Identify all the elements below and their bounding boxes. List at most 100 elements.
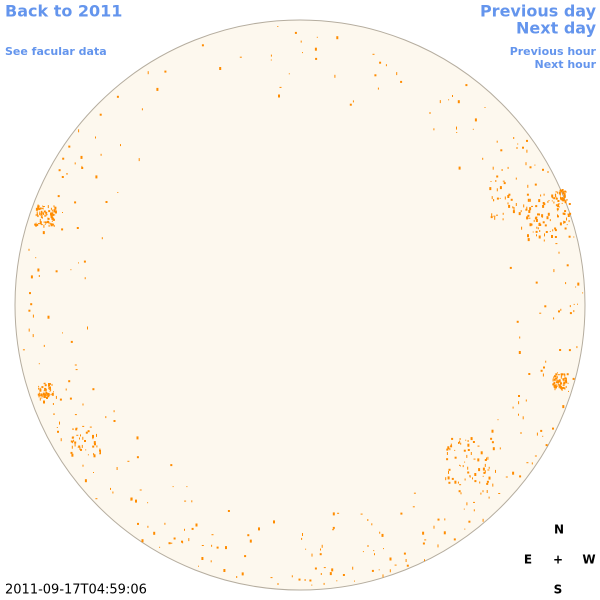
facula — [555, 385, 557, 389]
next-day-link[interactable]: Next day — [516, 19, 597, 38]
facula — [522, 146, 524, 149]
facula — [565, 200, 567, 204]
facula — [311, 584, 313, 586]
facula — [48, 224, 50, 227]
facula — [32, 334, 34, 338]
facula — [320, 573, 322, 575]
facula — [39, 218, 41, 222]
facula — [270, 54, 272, 57]
facula — [558, 310, 560, 313]
facula — [502, 180, 505, 182]
facula — [460, 442, 462, 445]
facula — [535, 219, 538, 222]
facula — [466, 454, 468, 458]
facula — [70, 340, 73, 343]
facula — [486, 480, 489, 483]
facula — [451, 477, 454, 480]
previous-hour-link[interactable]: Previous hour — [510, 45, 597, 58]
facular-link[interactable]: See facular data — [5, 45, 107, 58]
facula — [557, 383, 559, 386]
facula — [503, 182, 506, 185]
facula — [469, 475, 471, 477]
facula — [454, 456, 457, 459]
facula — [542, 202, 545, 204]
facula — [545, 360, 547, 363]
facula — [84, 440, 86, 442]
facula — [565, 381, 568, 384]
facula — [552, 229, 554, 232]
facula — [495, 469, 496, 473]
facula — [478, 468, 481, 472]
facula — [44, 393, 47, 396]
facula — [40, 393, 43, 396]
facula — [542, 168, 544, 171]
facula — [437, 518, 440, 521]
facula — [555, 384, 557, 386]
facula — [51, 216, 54, 220]
facula — [413, 492, 416, 494]
facula — [41, 216, 43, 219]
facula — [39, 388, 42, 392]
facula — [60, 438, 62, 442]
facula — [528, 210, 531, 213]
facula — [45, 211, 48, 214]
facula — [493, 215, 496, 217]
facula — [567, 214, 570, 217]
next-hour-link[interactable]: Next hour — [535, 58, 597, 71]
facula — [66, 173, 68, 175]
facula — [538, 199, 541, 203]
facula — [54, 206, 57, 210]
facula — [332, 529, 335, 531]
facula — [525, 209, 527, 210]
facula — [94, 443, 96, 446]
facula — [244, 555, 247, 558]
facula — [558, 384, 561, 387]
facula — [305, 548, 307, 550]
facula — [462, 465, 464, 468]
facula — [80, 434, 81, 437]
facula — [43, 395, 46, 398]
facula — [211, 534, 214, 536]
facula — [201, 557, 204, 560]
facula — [300, 40, 302, 43]
facula — [474, 118, 477, 122]
facula — [43, 213, 45, 215]
facula — [561, 373, 564, 376]
facula — [496, 140, 498, 143]
facula — [270, 577, 273, 579]
facula — [44, 221, 47, 224]
facula — [560, 387, 562, 390]
facula — [512, 210, 515, 214]
facula — [95, 498, 98, 500]
facula — [543, 239, 545, 242]
facula — [39, 397, 41, 401]
facula — [554, 375, 556, 378]
facula — [542, 204, 545, 208]
facula — [484, 459, 487, 461]
facula — [223, 569, 226, 572]
facula — [74, 414, 77, 416]
facula — [496, 188, 498, 192]
facula — [50, 207, 52, 210]
facula — [458, 166, 461, 170]
previous-day-link[interactable]: Previous day — [480, 2, 597, 21]
facula — [50, 212, 52, 216]
facula — [554, 385, 557, 387]
facula — [553, 385, 556, 388]
facula — [45, 390, 47, 393]
facula — [482, 157, 484, 160]
facula — [499, 447, 501, 450]
facula — [48, 210, 51, 213]
facula — [553, 317, 555, 320]
facula — [337, 512, 340, 514]
back-link[interactable]: Back to 2011 — [5, 2, 122, 21]
facula — [36, 208, 39, 211]
facula — [492, 447, 495, 451]
facula — [530, 223, 533, 226]
facula — [61, 228, 64, 231]
facula — [553, 269, 555, 273]
facula — [562, 384, 565, 386]
facula — [170, 464, 173, 467]
facula — [433, 525, 435, 529]
